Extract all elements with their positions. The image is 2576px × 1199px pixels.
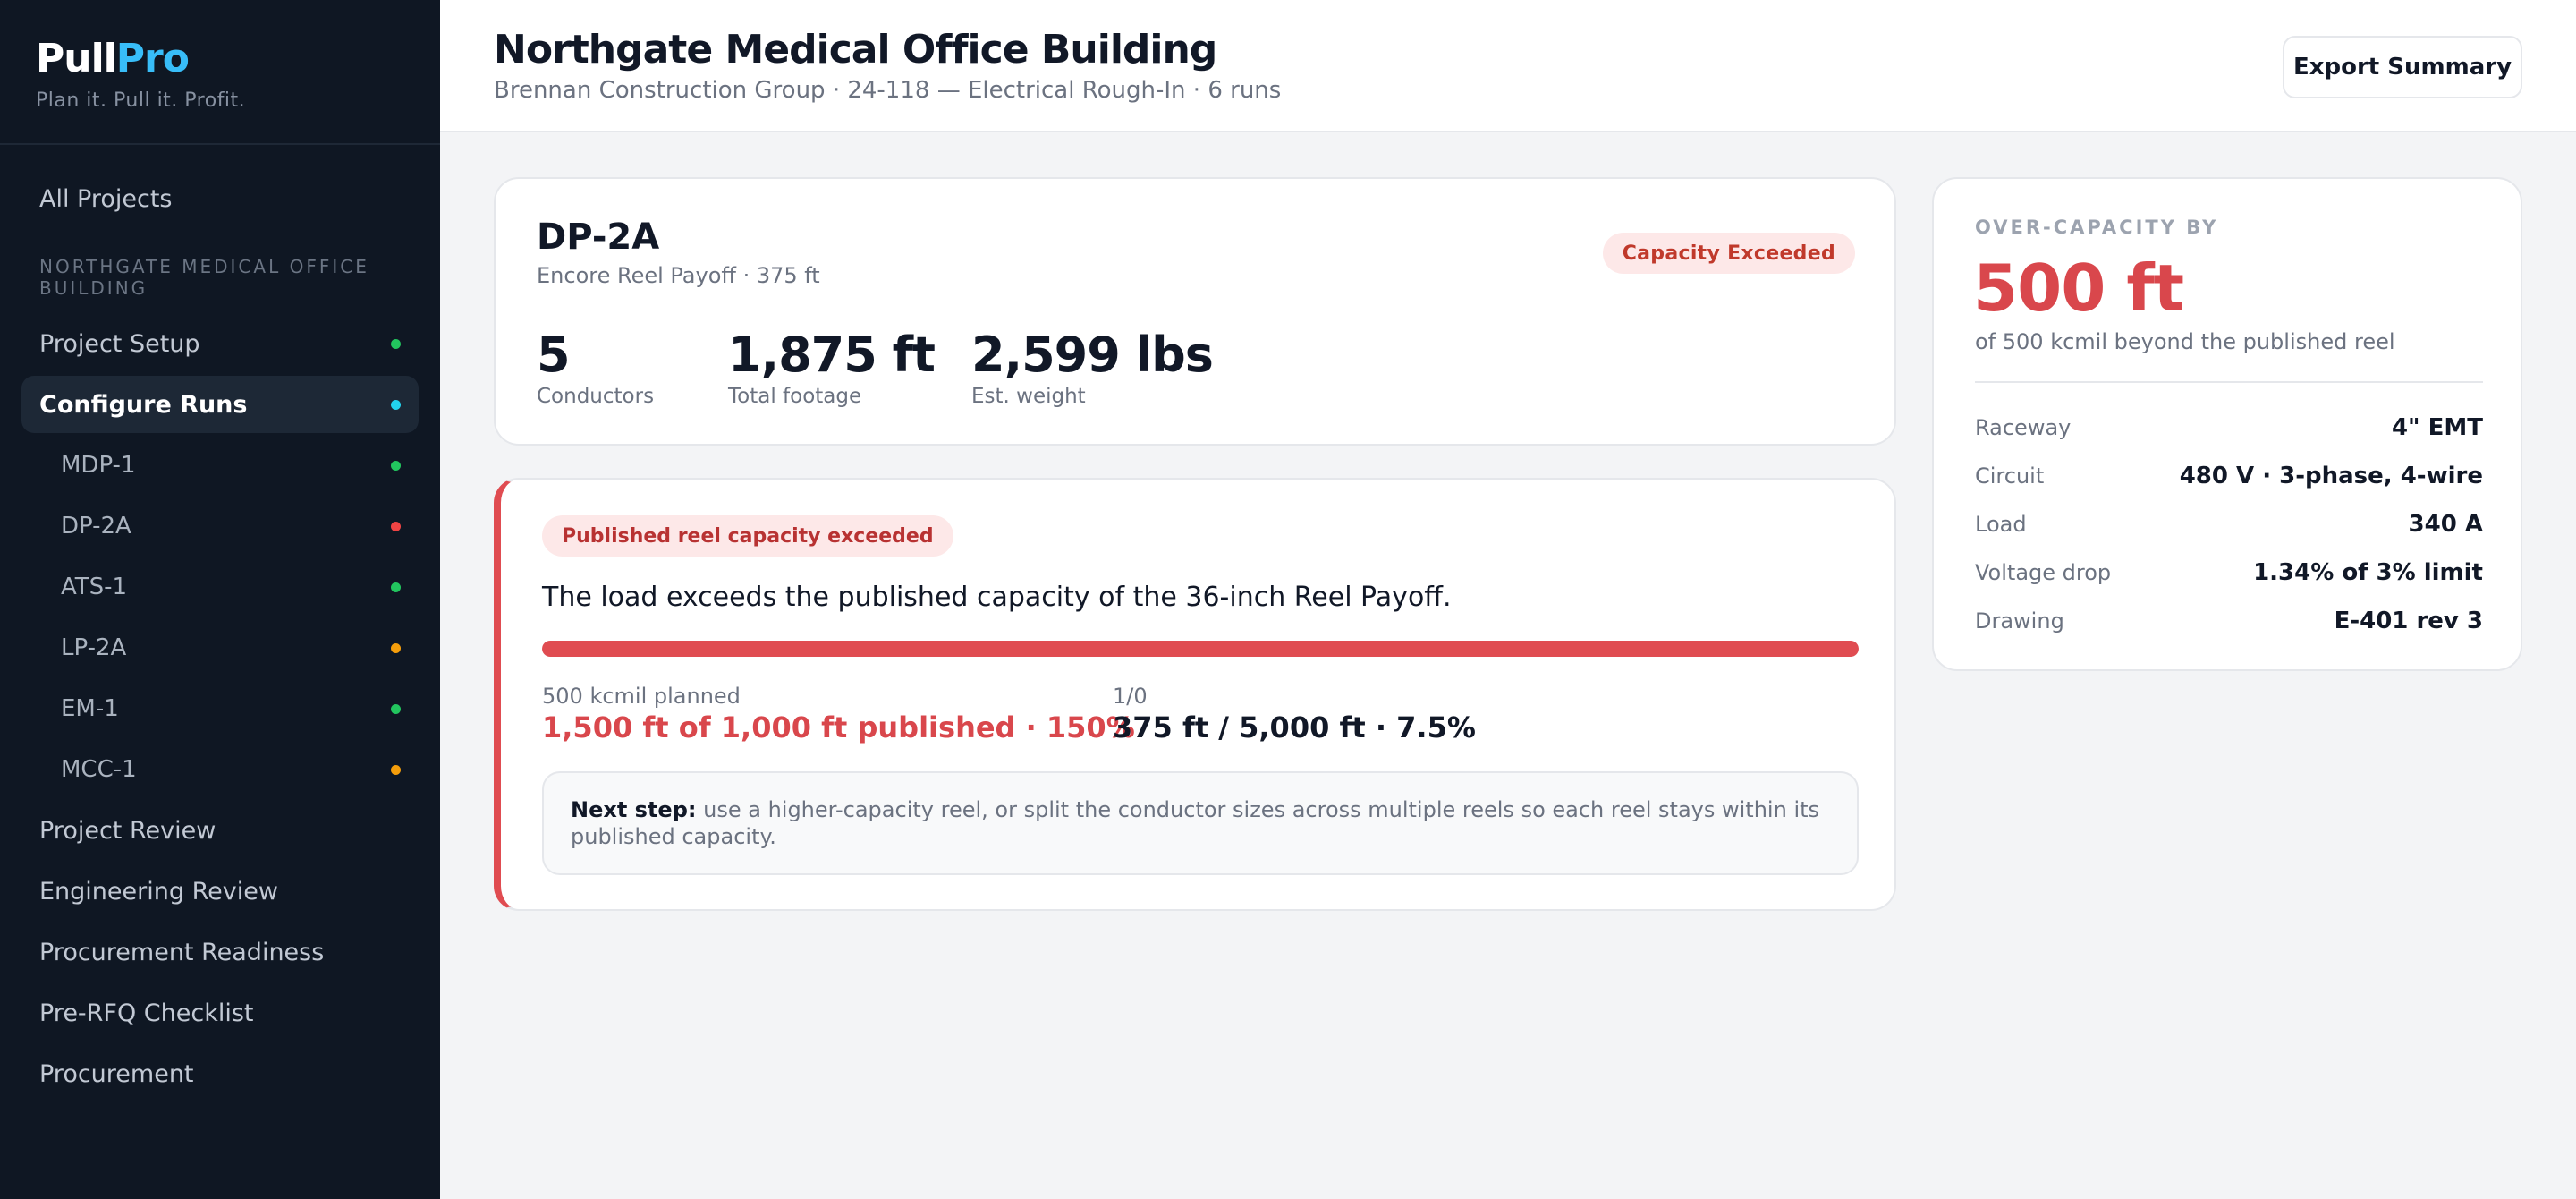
- sidebar-item-label: MCC-1: [61, 756, 137, 783]
- sidebar-divider: [0, 143, 440, 145]
- spec-value: 340 A: [2408, 511, 2483, 538]
- over-capacity-label: OVER-CAPACITY BY: [1975, 217, 2219, 238]
- export-summary-button[interactable]: Export Summary: [2283, 36, 2522, 98]
- sidebar-item-mdp-1[interactable]: MDP-1: [43, 437, 419, 494]
- sidebar-section-title: NORTHGATE MEDICAL OFFICE BUILDING: [39, 256, 369, 299]
- status-dot: [391, 339, 401, 349]
- spec-row-voltage-drop: Voltage drop 1.34% of 3% limit: [1975, 555, 2483, 591]
- next-step-callout: Next step: use a higher-capacity reel, o…: [542, 771, 1859, 875]
- status-badge: Capacity Exceeded: [1602, 233, 1855, 274]
- spec-value: 480 V · 3-phase, 4-wire: [2179, 463, 2483, 489]
- capacity-alert-card: Published reel capacity exceeded The loa…: [494, 478, 1896, 911]
- stat-label: Est. weight: [971, 385, 1086, 408]
- status-dot: [391, 400, 401, 410]
- stat-value: 1,875 ft: [728, 327, 936, 383]
- next-step-text: use a higher-capacity reel, or split the…: [571, 797, 1820, 849]
- run-summary-card: DP-2A Encore Reel Payoff · 375 ft Capaci…: [494, 177, 1896, 446]
- status-dot: [391, 522, 401, 531]
- sidebar-item-label: All Projects: [39, 184, 173, 213]
- sidebar-item-label: Procurement Readiness: [39, 938, 325, 966]
- run-subtitle: Encore Reel Payoff · 375 ft: [537, 263, 820, 288]
- sidebar-item-label: LP-2A: [61, 634, 127, 661]
- stat-value: 5: [537, 327, 571, 383]
- next-step-label: Next step:: [571, 797, 697, 822]
- capacity-progress-bar: [542, 641, 1859, 657]
- status-dot: [391, 643, 401, 653]
- sidebar-item-lp-2a[interactable]: LP-2A: [43, 619, 419, 676]
- sidebar-item-project-setup[interactable]: Project Setup: [21, 315, 419, 372]
- stat-label: Conductors: [537, 385, 655, 408]
- logo[interactable]: PullPro: [36, 36, 245, 82]
- divider: [1975, 381, 2483, 383]
- sidebar-item-pre-rfq-checklist[interactable]: Pre-RFQ Checklist: [21, 984, 419, 1042]
- run-name: DP-2A: [537, 217, 660, 258]
- sidebar-item-label: MDP-1: [61, 452, 136, 479]
- over-capacity-value: 500 ft: [1973, 251, 2184, 326]
- tagline: Plan it. Pull it. Profit.: [36, 89, 246, 112]
- spec-row-circuit: Circuit 480 V · 3-phase, 4-wire: [1975, 458, 2483, 494]
- spec-value: E-401 rev 3: [2334, 608, 2483, 634]
- stat-total-footage: 1,875 ft Total footage: [728, 327, 936, 409]
- sidebar-item-label: Configure Runs: [39, 390, 248, 419]
- spec-row-load: Load 340 A: [1975, 506, 2483, 542]
- sidebar-item-procurement[interactable]: Procurement: [21, 1045, 419, 1102]
- sidebar-item-em-1[interactable]: EM-1: [43, 680, 419, 737]
- metric-label: 1/0: [1113, 684, 1148, 709]
- sidebar-item-engineering-review[interactable]: Engineering Review: [21, 863, 419, 920]
- stat-conductors: 5 Conductors: [537, 327, 655, 409]
- sidebar-item-all-projects[interactable]: All Projects: [21, 170, 419, 227]
- spec-row-drawing: Drawing E-401 rev 3: [1975, 603, 2483, 639]
- sidebar: PullPro Plan it. Pull it. Profit. All Pr…: [0, 0, 440, 1199]
- spec-label: Circuit: [1975, 463, 2045, 489]
- sidebar-item-label: EM-1: [61, 695, 119, 722]
- alert-pill: Published reel capacity exceeded: [542, 515, 953, 557]
- page-header: Northgate Medical Office Building Brenna…: [440, 0, 2576, 132]
- stat-est-weight: 2,599 lbs Est. weight: [971, 327, 1214, 409]
- logo-pro: Pro: [115, 36, 190, 81]
- sidebar-item-label: Project Setup: [39, 329, 200, 358]
- status-dot: [391, 704, 401, 714]
- metric-500-kcmil: 500 kcmil planned 1,500 ft of 1,000 ft p…: [542, 684, 1135, 744]
- spec-label: Voltage drop: [1975, 560, 2112, 585]
- status-dot: [391, 461, 401, 471]
- page-subtitle: Brennan Construction Group · 24-118 — El…: [494, 77, 1282, 104]
- sidebar-item-dp-2a[interactable]: DP-2A: [43, 497, 419, 555]
- sidebar-item-label: Pre-RFQ Checklist: [39, 999, 254, 1027]
- spec-value: 4" EMT: [2391, 414, 2483, 441]
- capacity-progress-fill: [542, 641, 1859, 657]
- alert-message: The load exceeds the published capacity …: [542, 582, 1452, 613]
- status-dot: [391, 582, 401, 592]
- sidebar-item-label: Project Review: [39, 816, 216, 845]
- sidebar-item-label: Engineering Review: [39, 877, 278, 906]
- spec-value: 1.34% of 3% limit: [2253, 559, 2483, 586]
- sidebar-item-procurement-readiness[interactable]: Procurement Readiness: [21, 923, 419, 981]
- metric-1-0: 1/0 375 ft / 5,000 ft · 7.5%: [1113, 684, 1476, 744]
- over-capacity-card: OVER-CAPACITY BY 500 ft of 500 kcmil bey…: [1932, 177, 2522, 671]
- status-dot: [391, 765, 401, 775]
- spec-label: Drawing: [1975, 608, 2064, 634]
- brand: PullPro Plan it. Pull it. Profit.: [36, 36, 245, 112]
- stat-value: 2,599 lbs: [971, 327, 1214, 383]
- over-capacity-subtitle: of 500 kcmil beyond the published reel: [1975, 329, 2395, 354]
- sidebar-item-project-review[interactable]: Project Review: [21, 802, 419, 859]
- sidebar-item-label: ATS-1: [61, 574, 128, 600]
- metric-value: 375 ft / 5,000 ft · 7.5%: [1113, 710, 1476, 744]
- spec-row-raceway: Raceway 4" EMT: [1975, 410, 2483, 446]
- sidebar-item-ats-1[interactable]: ATS-1: [43, 558, 419, 616]
- sidebar-item-label: Procurement: [39, 1059, 194, 1088]
- stat-label: Total footage: [728, 385, 862, 408]
- page-title: Northgate Medical Office Building: [494, 27, 1217, 72]
- metric-label: 500 kcmil planned: [542, 684, 741, 709]
- sidebar-item-mcc-1[interactable]: MCC-1: [43, 741, 419, 798]
- sidebar-item-configure-runs[interactable]: Configure Runs: [21, 376, 419, 433]
- sidebar-item-label: DP-2A: [61, 513, 131, 540]
- logo-pull: Pull: [36, 36, 117, 81]
- spec-label: Raceway: [1975, 415, 2072, 440]
- spec-label: Load: [1975, 512, 2027, 537]
- metric-value: 1,500 ft of 1,000 ft published · 150%: [542, 710, 1135, 744]
